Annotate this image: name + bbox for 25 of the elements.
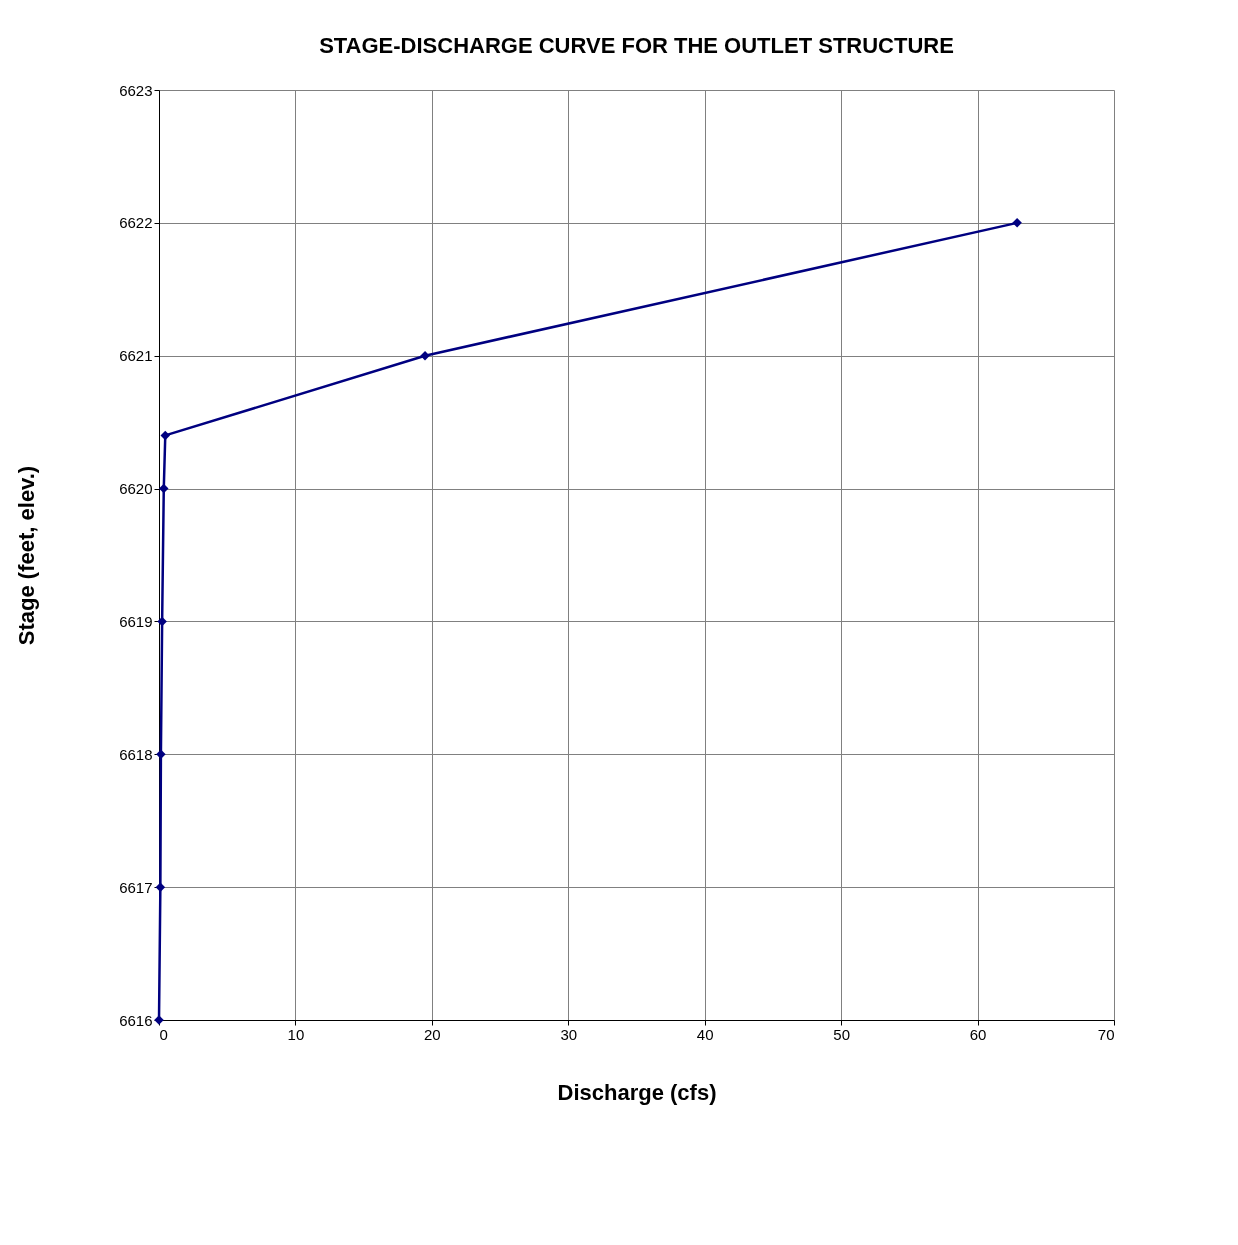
x-tick-label: 60 — [969, 1025, 987, 1043]
x-tick-label: 40 — [696, 1025, 714, 1043]
x-axis-title: Discharge (cfs) — [557, 1079, 717, 1105]
y-axis-title: Stage (feet, elev.) — [14, 465, 40, 646]
x-tick-label: 10 — [287, 1025, 305, 1043]
chart-title: STAGE-DISCHARGE CURVE FOR THE OUTLET STRUCTURE — [319, 33, 954, 58]
y-tick-label: 6616 — [119, 1011, 153, 1029]
y-tick-label: 6620 — [119, 480, 153, 498]
y-tick-label: 6621 — [119, 347, 153, 365]
x-tick-label: 50 — [833, 1025, 850, 1043]
x-tick-label: 20 — [424, 1025, 441, 1043]
y-tick-label: 6622 — [119, 214, 153, 232]
point — [159, 483, 169, 494]
point — [157, 616, 167, 627]
y-tick-label: 6623 — [119, 81, 153, 99]
y-tick-label: 6618 — [119, 745, 153, 763]
point — [1012, 218, 1022, 228]
y-tick-label: 6617 — [119, 878, 153, 896]
x-tick-label: 30 — [560, 1025, 578, 1043]
point — [420, 350, 430, 361]
point — [160, 430, 171, 441]
x-tick-label: 70 — [1097, 1025, 1115, 1043]
x-tick-label: 0 — [159, 1025, 168, 1043]
y-tick-label: 6619 — [119, 612, 153, 630]
point — [155, 882, 166, 892]
